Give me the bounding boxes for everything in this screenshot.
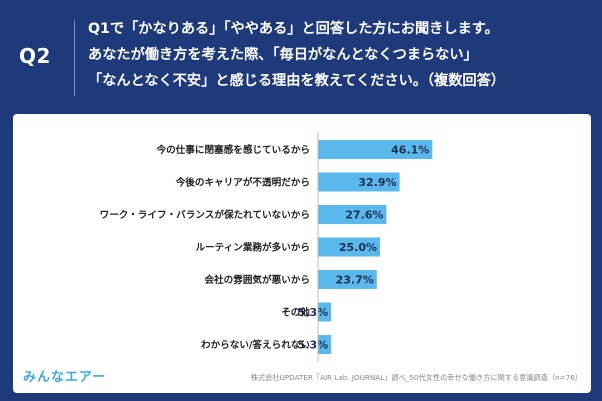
- value-label: 32.9%: [358, 176, 396, 189]
- bar: [318, 335, 332, 354]
- question-line-1: Q1で「かなりある」「ややある」と回答した方にお聞きします。: [88, 21, 499, 37]
- source-note: 株式会社UPDATER「AIR Lab. JOURNAL」調べ_50代女性の幸せ…: [250, 373, 582, 382]
- value-label: 27.6%: [345, 209, 383, 222]
- bar: [318, 140, 433, 159]
- category-label: 今後のキャリアが不透明だから: [175, 177, 310, 189]
- value-label: 46.1%: [391, 144, 429, 157]
- value-label: 5.3%: [298, 339, 329, 352]
- value-label: 5.3%: [298, 306, 329, 319]
- bar-chart: 今の仕事に閉塞感を感じているから 46.1% 今後のキャリアが不透明だから 32.9%…: [100, 132, 433, 362]
- question-number: Q2: [19, 44, 51, 68]
- header-divider: [74, 20, 75, 96]
- bar: [318, 205, 387, 224]
- bar: [318, 302, 332, 322]
- bar: [318, 237, 380, 257]
- question-line-2: あなたが働き方を考えた際、「毎日がなんとなくつまらない」: [88, 47, 478, 63]
- brand-logo: みんなエアー: [23, 370, 107, 385]
- question-text: Q1で「かなりある」「ややある」と回答した方にお聞きします。 あなたが働き方を考…: [88, 16, 596, 94]
- value-label: 25.0%: [339, 241, 377, 254]
- category-label: ルーティン業務が多いから: [195, 242, 310, 254]
- category-label: ワーク・ライフ・バランスが保たれていないから: [100, 209, 310, 221]
- category-label: 今の仕事に閉塞感を感じているから: [156, 144, 311, 156]
- category-label: 会社の雰囲気が悪いから: [204, 274, 310, 286]
- category-label: わからない/答えられない: [201, 339, 310, 351]
- header: Q2 Q1で「かなりある」「ややある」と回答した方にお聞きします。 あなたが働き…: [0, 0, 602, 114]
- bar: [318, 270, 377, 289]
- value-label: 23.7%: [336, 274, 374, 287]
- category-label: その他: [281, 307, 310, 319]
- bar: [318, 172, 400, 192]
- chart-card: 今の仕事に閉塞感を感じているから 46.1% 今後のキャリアが不透明だから 32.9%…: [13, 114, 591, 393]
- question-line-3: 「なんとなく不安」と感じる理由を教えてください。（複数回答）: [88, 73, 505, 89]
